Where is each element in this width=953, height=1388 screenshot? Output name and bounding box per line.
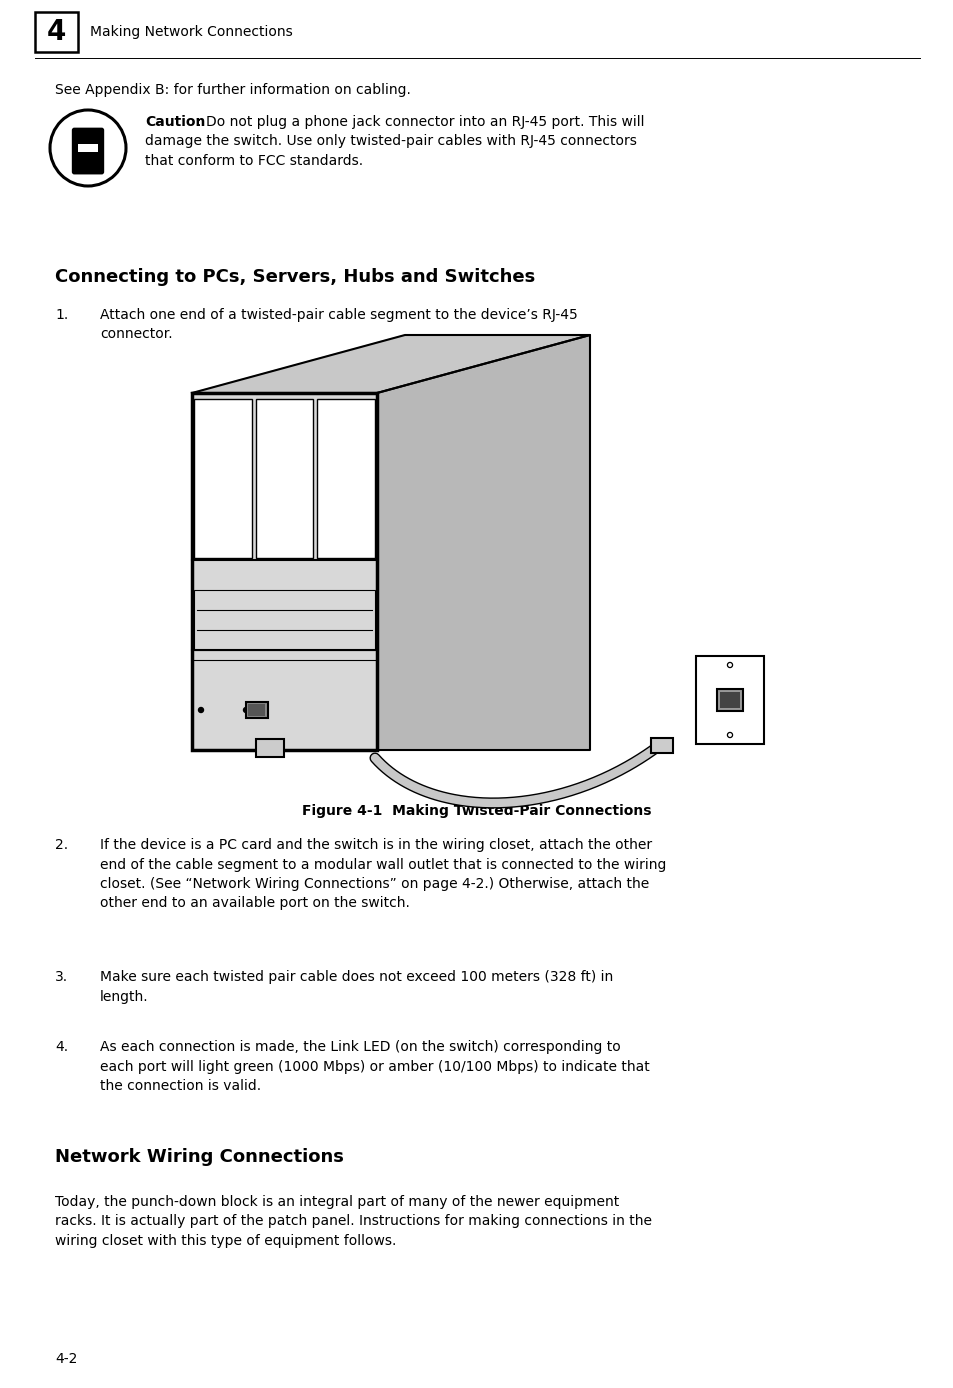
- FancyBboxPatch shape: [696, 657, 763, 744]
- FancyBboxPatch shape: [192, 393, 376, 750]
- Text: each port will light green (1000 Mbps) or amber (10/100 Mbps) to indicate that: each port will light green (1000 Mbps) o…: [100, 1059, 649, 1073]
- Text: : Do not plug a phone jack connector into an RJ-45 port. This will: : Do not plug a phone jack connector int…: [196, 115, 644, 129]
- Text: Figure 4-1  Making Twisted-Pair Connections: Figure 4-1 Making Twisted-Pair Connectio…: [302, 804, 651, 818]
- Text: If the device is a PC card and the switch is in the wiring closet, attach the ot: If the device is a PC card and the switc…: [100, 838, 652, 852]
- Text: See Appendix B: for further information on cabling.: See Appendix B: for further information …: [55, 83, 411, 97]
- Circle shape: [728, 734, 730, 736]
- Text: 4: 4: [47, 18, 66, 46]
- FancyBboxPatch shape: [78, 144, 97, 153]
- FancyBboxPatch shape: [717, 688, 742, 711]
- Text: length.: length.: [100, 990, 149, 1004]
- Text: wiring closet with this type of equipment follows.: wiring closet with this type of equipmen…: [55, 1234, 395, 1248]
- Text: connector.: connector.: [100, 328, 172, 341]
- FancyBboxPatch shape: [71, 128, 104, 175]
- Circle shape: [243, 708, 248, 712]
- Text: 3.: 3.: [55, 970, 68, 984]
- Text: Caution: Caution: [145, 115, 205, 129]
- FancyBboxPatch shape: [248, 705, 265, 715]
- FancyBboxPatch shape: [650, 737, 672, 752]
- Text: that conform to FCC standards.: that conform to FCC standards.: [145, 154, 363, 168]
- Text: closet. (See “Network Wiring Connections” on page 4-2.) Otherwise, attach the: closet. (See “Network Wiring Connections…: [100, 877, 649, 891]
- Polygon shape: [192, 335, 589, 393]
- Text: racks. It is actually part of the patch panel. Instructions for making connectio: racks. It is actually part of the patch …: [55, 1214, 651, 1228]
- FancyBboxPatch shape: [317, 398, 375, 558]
- FancyBboxPatch shape: [255, 738, 283, 756]
- Text: Making Network Connections: Making Network Connections: [90, 25, 293, 39]
- Circle shape: [727, 662, 732, 668]
- FancyBboxPatch shape: [193, 398, 252, 558]
- FancyBboxPatch shape: [246, 702, 268, 718]
- FancyBboxPatch shape: [255, 398, 313, 558]
- Text: 2.: 2.: [55, 838, 68, 852]
- Text: the connection is valid.: the connection is valid.: [100, 1078, 261, 1092]
- Circle shape: [198, 708, 203, 712]
- Text: Make sure each twisted pair cable does not exceed 100 meters (328 ft) in: Make sure each twisted pair cable does n…: [100, 970, 613, 984]
- Text: end of the cable segment to a modular wall outlet that is connected to the wirin: end of the cable segment to a modular wa…: [100, 858, 666, 872]
- Text: Attach one end of a twisted-pair cable segment to the device’s RJ-45: Attach one end of a twisted-pair cable s…: [100, 308, 578, 322]
- Text: As each connection is made, the Link LED (on the switch) corresponding to: As each connection is made, the Link LED…: [100, 1040, 620, 1053]
- Text: damage the switch. Use only twisted-pair cables with RJ-45 connectors: damage the switch. Use only twisted-pair…: [145, 135, 637, 149]
- Text: Network Wiring Connections: Network Wiring Connections: [55, 1148, 343, 1166]
- FancyBboxPatch shape: [193, 590, 375, 650]
- Text: 4-2: 4-2: [55, 1352, 77, 1366]
- Text: Connecting to PCs, Servers, Hubs and Switches: Connecting to PCs, Servers, Hubs and Swi…: [55, 268, 535, 286]
- Polygon shape: [376, 335, 589, 750]
- Circle shape: [728, 663, 730, 666]
- FancyBboxPatch shape: [35, 12, 78, 51]
- Text: 4.: 4.: [55, 1040, 68, 1053]
- Text: 1.: 1.: [55, 308, 69, 322]
- Text: other end to an available port on the switch.: other end to an available port on the sw…: [100, 897, 410, 911]
- FancyBboxPatch shape: [720, 693, 740, 708]
- Circle shape: [727, 733, 732, 737]
- Text: Today, the punch-down block is an integral part of many of the newer equipment: Today, the punch-down block is an integr…: [55, 1195, 618, 1209]
